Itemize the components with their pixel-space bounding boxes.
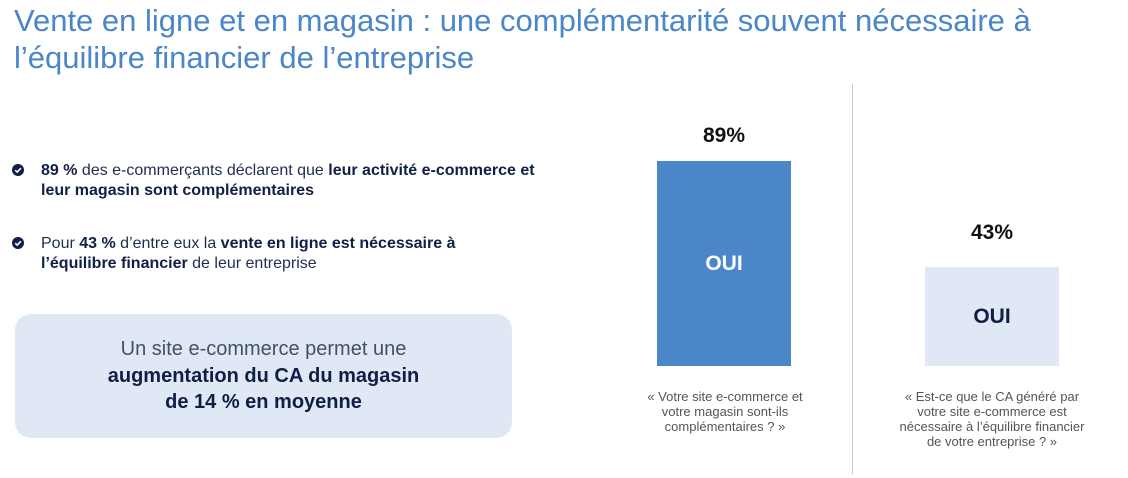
chart2-caption: « Est-ce que le CA généré par votre site… (872, 389, 1112, 449)
callout-line-3: de 14 % en moyenne (165, 391, 362, 413)
caption-line: votre magasin sont-ils (661, 404, 789, 419)
chart1-caption: « Votre site e-commerce et votre magasin… (610, 389, 840, 434)
caption-line: nécessaire à l’équilibre financier (899, 419, 1085, 434)
bullet-emphasis: l’équilibre financier (41, 255, 188, 272)
bullet-text: 89 % des e-commerçants déclarent que leu… (41, 161, 535, 201)
title-line-1: Vente en ligne et en magasin : une compl… (14, 3, 1031, 38)
caption-line: votre site e-commerce est (917, 404, 1067, 419)
caption-line: « Est-ce que le CA généré par (904, 389, 1080, 404)
caption-line: de votre entreprise ? » (926, 434, 1058, 449)
title-line-2: l’équilibre financier de l’entreprise (14, 40, 475, 75)
bullet-stat: 43 % (79, 235, 116, 252)
check-circle-icon (12, 237, 24, 249)
callout-line-1: Un site e-commerce permet une (120, 338, 407, 360)
check-circle-icon (12, 164, 24, 176)
bullet-stat: 89 % (41, 162, 78, 179)
chart2-bar: OUI (925, 267, 1059, 366)
bullet-emphasis: leur activité e-commerce et (328, 162, 535, 179)
bullet-text-part: d’entre eux la (115, 235, 221, 252)
bullet-text-part: Pour (41, 235, 80, 252)
bullet-emphasis: leur magasin sont complémentaires (41, 182, 314, 199)
chart1-bar-label: OUI (705, 251, 743, 275)
caption-line: complémentaires ? » (664, 419, 786, 434)
chart2-value-label: 43% (970, 221, 1014, 244)
bullet-text-part: de leur entreprise (187, 255, 317, 272)
callout-line-2: augmentation du CA du magasin (107, 365, 420, 387)
bullet-emphasis: vente en ligne est nécessaire à (220, 235, 456, 252)
chart2-bar-label: OUI (973, 304, 1011, 328)
chart1-bar: OUI (657, 161, 791, 366)
bullet-text: Pour 43 % d’entre eux la vente en ligne … (41, 234, 455, 274)
callout-box: Un site e-commerce permet une augmentati… (15, 314, 512, 438)
chart1-value-label: 89% (702, 124, 746, 147)
divider (852, 84, 853, 474)
caption-line: « Votre site e-commerce et (647, 389, 803, 404)
page-title: Vente en ligne et en magasin : une compl… (14, 2, 1124, 76)
bullet-text-part: des e-commerçants déclarent que (77, 162, 329, 179)
